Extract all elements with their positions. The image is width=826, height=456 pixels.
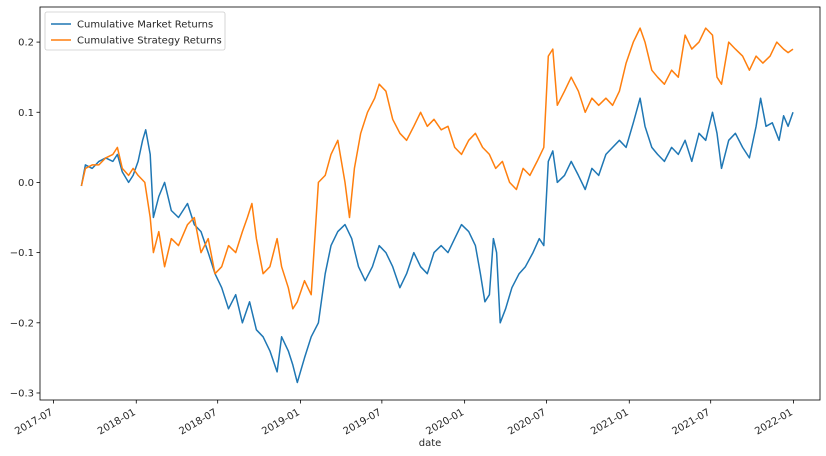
legend: Cumulative Market Returns Cumulative Stra… (44, 11, 226, 51)
x-axis-title: date (419, 438, 442, 449)
legend-label-1: Cumulative Strategy Returns (77, 36, 222, 47)
y-tick-label: 0.0 (18, 178, 34, 189)
y-tick-label: 0.1 (18, 108, 34, 119)
y-axis-ticks: 0.2 0.1 0.0 −0.1 −0.2 −0.3 (10, 38, 40, 399)
y-tick-label: 0.2 (18, 38, 34, 49)
y-tick-label: −0.3 (10, 388, 34, 399)
y-tick-label: −0.2 (10, 318, 34, 329)
axes-frame (39, 6, 821, 401)
series-line-0 (80, 97, 794, 384)
y-tick-label: −0.1 (10, 248, 34, 259)
legend-box (44, 11, 226, 51)
legend-label-0: Cumulative Market Returns (77, 20, 213, 31)
series-line-1 (80, 27, 794, 310)
series-layer (80, 27, 794, 384)
